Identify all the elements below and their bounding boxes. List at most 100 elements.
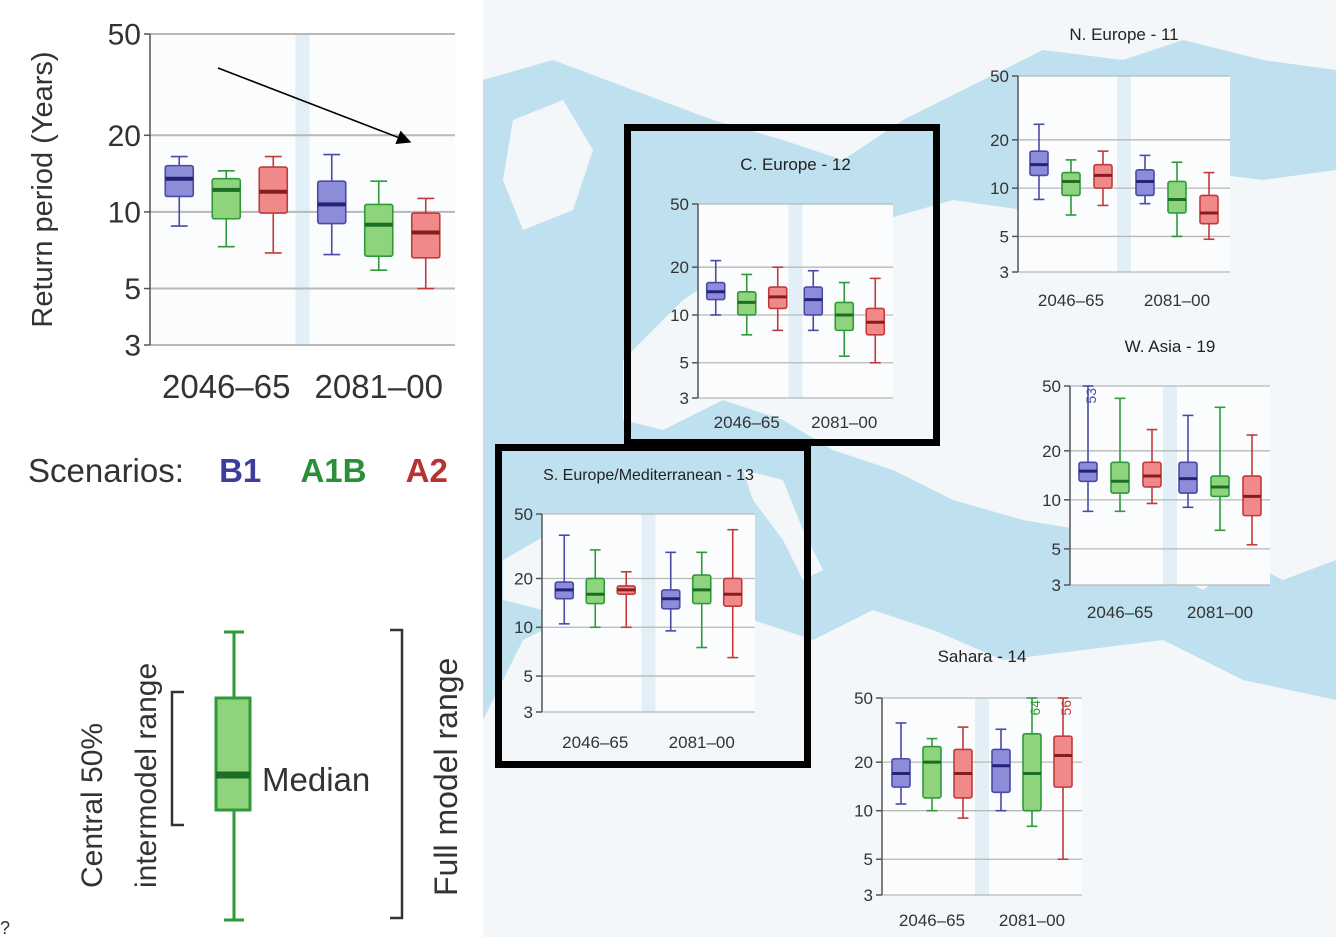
scenarios-label: Scenarios: xyxy=(28,452,184,489)
y-tick-label: 3 xyxy=(1000,263,1009,282)
scenario-a1b: A1B xyxy=(300,452,367,489)
scenarios-legend: Scenarios: B1 A1B A2 xyxy=(28,452,448,490)
box xyxy=(164,164,195,198)
box xyxy=(1110,461,1130,494)
box-a1b-0 xyxy=(585,549,606,629)
x-tick-label: 2081–00 xyxy=(811,413,877,432)
y-tick-label: 5 xyxy=(1000,227,1009,246)
box-a2-0 xyxy=(616,570,637,629)
scenario-b1: B1 xyxy=(219,452,262,489)
box-b1-1 xyxy=(991,728,1011,812)
s-europe-chart: 3 5 10 20 50 2046–65 2081–00 S. Europe/Mediterr… xyxy=(514,467,755,752)
overflow-value-label: 56 xyxy=(1058,700,1074,716)
box xyxy=(1061,171,1081,197)
y-tick-label: 20 xyxy=(1042,442,1061,461)
scenario-a2: A2 xyxy=(405,452,448,489)
box-a1b-1 xyxy=(363,180,394,272)
box-a1b-0 xyxy=(1061,159,1081,216)
y-tick-label: 3 xyxy=(864,886,873,905)
box xyxy=(316,180,347,225)
x-tick-label: 2081–00 xyxy=(315,368,443,405)
box-a2-1 xyxy=(410,197,441,290)
box xyxy=(991,748,1011,794)
box-a2-0 xyxy=(767,266,788,332)
box-a1b-1 xyxy=(691,551,712,649)
y-tick-label: 10 xyxy=(854,802,873,821)
y-tick-label: 5 xyxy=(524,667,533,686)
box-a2-0 xyxy=(1093,150,1113,207)
c-europe-chart: 3 5 10 20 50 2046–65 2081–00 C. Europe - 12 xyxy=(670,155,893,432)
box-b1-0 xyxy=(1029,123,1049,201)
chart-title: W. Asia - 19 xyxy=(1125,337,1216,356)
y-tick-label: 50 xyxy=(108,19,141,52)
box-b1-1 xyxy=(1178,414,1198,509)
central-range-label: Central 50% intermodel range xyxy=(76,662,163,888)
chart-title: S. Europe/Mediterranean - 13 xyxy=(543,467,754,484)
box-a1b-0 xyxy=(736,273,757,336)
chart-title: C. Europe - 12 xyxy=(740,155,851,174)
x-tick-label: 2081–00 xyxy=(1144,291,1210,310)
box-a1b-1 xyxy=(834,281,855,358)
y-tick-label: 50 xyxy=(854,689,873,708)
x-tick-label: 2046–65 xyxy=(714,413,780,432)
sahara-chart: 3 5 10 20 50 64 56 2046–65 2081–00 Sahara - 14 xyxy=(854,647,1082,930)
y-tick-label: 20 xyxy=(854,753,873,772)
box xyxy=(722,577,743,607)
box-a1b-1 xyxy=(1022,697,1042,828)
x-tick-label: 2046–65 xyxy=(899,911,965,930)
y-tick-label: 10 xyxy=(990,179,1009,198)
x-tick-label: 2046–65 xyxy=(562,733,628,752)
y-tick-label: 20 xyxy=(514,569,533,588)
box-b1-1 xyxy=(660,551,681,632)
box xyxy=(1167,180,1187,214)
y-axis-label: Return period (Years) xyxy=(27,51,59,327)
box-a2-1 xyxy=(1053,697,1073,861)
stray-mark: ? xyxy=(0,918,11,938)
box-b1-0 xyxy=(554,534,575,625)
box-b1-1 xyxy=(803,269,824,332)
w-asia-chart: 3 5 10 20 50 53 2046–65 2081–00 W. Asia - 19 xyxy=(1042,337,1270,622)
box-a2-1 xyxy=(1242,434,1262,546)
y-tick-label: 3 xyxy=(124,330,141,363)
box xyxy=(1053,735,1073,788)
box-a2-0 xyxy=(953,726,973,819)
y-tick-label: 3 xyxy=(524,703,533,722)
y-tick-label: 3 xyxy=(680,389,689,408)
group-separator xyxy=(1163,386,1177,585)
box xyxy=(922,745,942,799)
group-separator xyxy=(1117,76,1131,272)
x-tick-label: 2081–00 xyxy=(1187,603,1253,622)
y-tick-label: 5 xyxy=(124,273,141,306)
box-b1-0 xyxy=(705,259,726,316)
y-tick-label: 10 xyxy=(108,196,141,229)
box-a2-1 xyxy=(722,528,743,659)
y-tick-label: 50 xyxy=(514,505,533,524)
box-b1-0 xyxy=(164,155,195,227)
box-b1-0 xyxy=(1078,385,1098,513)
y-tick-label: 10 xyxy=(1042,491,1061,510)
x-tick-label: 2046–65 xyxy=(162,368,290,405)
y-tick-label: 10 xyxy=(514,618,533,637)
box-b1-0 xyxy=(891,722,911,805)
box xyxy=(585,577,606,605)
median-label: Median xyxy=(262,761,371,798)
trend-arrow xyxy=(217,67,412,145)
box xyxy=(363,203,394,257)
full-range-label: Full model range xyxy=(428,657,464,896)
chart-title: N. Europe - 11 xyxy=(1069,25,1178,44)
overflow-value-label: 64 xyxy=(1027,700,1043,716)
x-tick-label: 2081–00 xyxy=(669,733,735,752)
overflow-value-label: 53 xyxy=(1083,388,1099,404)
y-tick-label: 20 xyxy=(990,131,1009,150)
y-tick-label: 50 xyxy=(1042,377,1061,396)
x-tick-label: 2046–65 xyxy=(1087,603,1153,622)
chart-title: Sahara - 14 xyxy=(938,647,1027,666)
box-a1b-1 xyxy=(1167,161,1187,238)
box xyxy=(1199,194,1219,225)
box-b1-1 xyxy=(1135,154,1155,205)
x-tick-label: 2081–00 xyxy=(999,911,1065,930)
y-tick-label: 20 xyxy=(108,120,141,153)
n-europe-chart: 3 5 10 20 50 2046–65 2081–00 N. Europe - 11 xyxy=(990,25,1230,310)
box-a1b-0 xyxy=(1110,397,1130,513)
y-tick-label: 50 xyxy=(670,195,689,214)
